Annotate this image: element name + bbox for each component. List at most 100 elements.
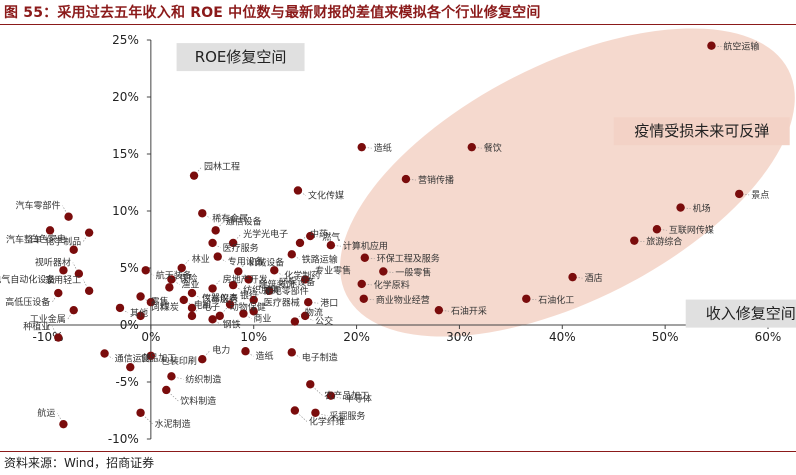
leader-line — [330, 395, 343, 399]
point-label: 专用设备 — [228, 256, 264, 268]
data-point — [45, 226, 55, 235]
point-label: 仪器仪表 — [202, 292, 238, 304]
source-rule — [0, 451, 796, 452]
leader-line — [181, 258, 190, 269]
data-point — [467, 142, 476, 152]
data-point — [54, 288, 63, 298]
point-label: 房地产开发 — [223, 274, 268, 286]
point-label: 计算机应用 — [343, 240, 388, 252]
point-label: 石油化工 — [538, 294, 574, 306]
point-label: 渔业 — [181, 279, 199, 290]
data-point — [187, 311, 197, 321]
data-points — [45, 41, 744, 429]
y-tick-label: -5% — [115, 375, 138, 389]
point-labels: 航空运输景点机场互联网传媒旅游综合酒店石油化工石油开采餐饮造纸营销传播文化传媒计… — [0, 41, 769, 430]
x-tick-label: 0% — [141, 330, 160, 344]
point-label: 动物保健 — [230, 301, 266, 313]
data-point — [69, 245, 78, 254]
point-label: 文化传媒 — [308, 189, 344, 201]
y-tick-label: 5% — [120, 261, 139, 275]
data-point — [213, 252, 222, 261]
data-point — [357, 279, 366, 289]
data-point — [189, 171, 199, 180]
title-rule — [0, 24, 796, 25]
data-point — [287, 348, 296, 357]
highlight-ellipse — [340, 28, 795, 337]
y-tick-label: 0% — [120, 318, 139, 332]
y-tick-label: 20% — [112, 90, 139, 104]
point-label: 农产品加工 — [324, 389, 369, 401]
data-point — [401, 174, 411, 184]
point-label: 纺织制造 — [185, 373, 221, 385]
data-point — [208, 315, 217, 324]
annotation-box — [685, 299, 796, 328]
leader-line — [219, 306, 228, 317]
point-label: 高低压设备 — [5, 296, 50, 308]
data-point — [234, 267, 243, 276]
data-point — [522, 294, 531, 303]
point-label: 银行 — [240, 289, 258, 301]
data-point — [249, 295, 258, 305]
point-label: 酒店 — [585, 272, 603, 284]
leader-line — [253, 290, 262, 301]
point-label: 光学光电子 — [243, 228, 288, 240]
data-point — [54, 333, 63, 342]
point-label: 种植业 — [23, 321, 50, 333]
point-label: 环保工程及服务 — [377, 253, 440, 265]
point-label: 电子制造 — [302, 351, 338, 363]
point-label: 化学制品 — [45, 236, 81, 248]
data-point — [304, 298, 313, 307]
figure-title: 图 55：采用过去五年收入和 ROE 中位数与最新财报的差值来模拟各个行业修复空… — [4, 5, 541, 21]
leader-line — [57, 413, 64, 425]
point-label: 白色家电 — [30, 233, 66, 245]
point-label: 港口 — [320, 297, 338, 309]
point-label: 商业物业经营 — [376, 294, 430, 306]
data-point — [208, 238, 217, 248]
point-label: 家用轻工 — [45, 274, 81, 286]
data-point — [244, 275, 253, 284]
point-label: 一般零售 — [395, 266, 431, 278]
leader-line — [238, 262, 247, 272]
annotation-box — [613, 117, 790, 146]
point-label: 造纸 — [255, 350, 273, 362]
point-label: 铁路运输 — [302, 253, 338, 265]
point-label: 采掘服务 — [329, 410, 365, 422]
point-label: 电力 — [212, 344, 230, 356]
leader-line — [215, 221, 224, 231]
data-point — [290, 406, 300, 415]
data-point — [270, 266, 279, 275]
data-point — [115, 303, 125, 313]
point-label: 医疗器械 — [264, 296, 300, 308]
point-label: 机场 — [693, 203, 711, 215]
leader-line — [62, 205, 69, 217]
data-point — [146, 298, 156, 307]
point-label: 燃气 — [322, 231, 340, 243]
data-point — [241, 347, 250, 356]
y-tick-label: 15% — [112, 147, 139, 161]
data-point — [249, 307, 258, 316]
data-point — [74, 269, 84, 278]
point-label: 电子 — [202, 301, 220, 313]
data-point — [136, 311, 145, 321]
data-point — [177, 263, 186, 273]
point-label: 化学制药 — [284, 269, 320, 281]
leader-line — [82, 232, 90, 242]
leader-line — [72, 262, 80, 274]
point-label: 航天装备 — [156, 269, 192, 281]
leader-line — [140, 306, 149, 317]
data-point — [64, 212, 73, 221]
data-point — [59, 266, 68, 275]
data-point — [300, 311, 310, 321]
x-tick-label: 20% — [343, 330, 370, 344]
x-tick-label: 50% — [652, 330, 679, 344]
y-tick-label: -10% — [108, 432, 139, 446]
leader-line — [268, 281, 278, 291]
data-point — [208, 284, 217, 293]
point-label: 建筑装饰 — [259, 278, 295, 290]
axes — [48, 40, 768, 439]
leader-line — [202, 350, 211, 360]
leader-line — [43, 230, 51, 240]
leader-line — [52, 326, 59, 338]
